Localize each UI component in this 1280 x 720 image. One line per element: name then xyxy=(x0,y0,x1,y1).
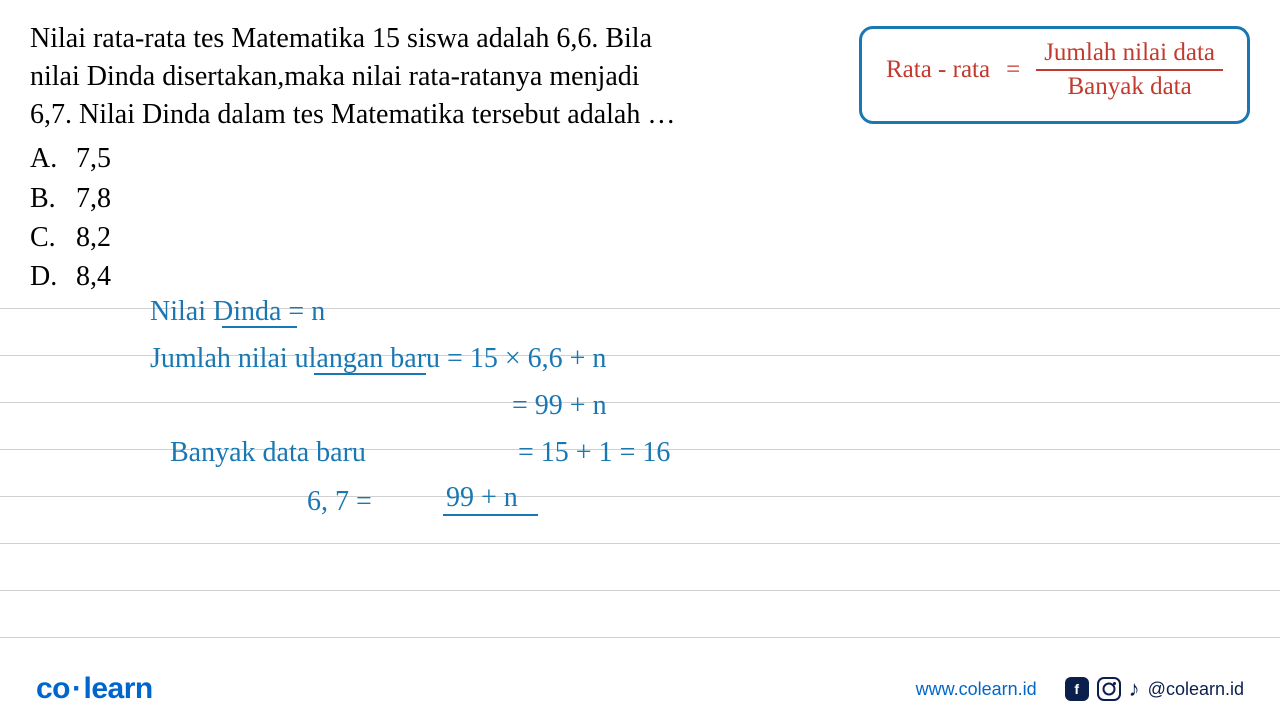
logo-dot: · xyxy=(72,672,82,705)
handwriting-line: Jumlah nilai ulangan baru = 15 × 6,6 + n xyxy=(150,345,606,373)
logo-learn: learn xyxy=(84,672,153,705)
question-text: Nilai rata-rata tes Matematika 15 siswa … xyxy=(30,20,730,133)
question-line-1: Nilai rata-rata tes Matematika 15 siswa … xyxy=(30,20,730,58)
facebook-icon: f xyxy=(1065,677,1089,701)
paper-line xyxy=(0,591,1280,638)
logo-co: co xyxy=(36,672,70,705)
handwriting-line: 6, 7 = xyxy=(307,488,372,516)
option-a: A. 7,5 xyxy=(30,139,1250,178)
instagram-icon xyxy=(1097,677,1121,701)
social-handle: @colearn.id xyxy=(1148,679,1244,700)
formula-box: Rata - rata = Jumlah nilai data Banyak d… xyxy=(859,26,1250,124)
footer-right: www.colearn.id f ♪ @colearn.id xyxy=(916,676,1244,702)
paper-line xyxy=(0,497,1280,544)
footer: co·learn www.colearn.id f ♪ @colearn.id xyxy=(0,658,1280,720)
handwriting-line: = 99 + n xyxy=(512,392,607,420)
formula-fraction: Jumlah nilai data Banyak data xyxy=(1036,39,1223,101)
handwriting-underline xyxy=(222,326,297,328)
option-b: B. 7,8 xyxy=(30,179,1250,218)
formula-label: Rata - rata xyxy=(886,56,990,84)
handwriting-line: 99 + n xyxy=(446,484,518,512)
formula-numerator: Jumlah nilai data xyxy=(1036,39,1223,69)
paper-line xyxy=(0,544,1280,591)
fraction-line xyxy=(443,514,538,516)
social-icons: f ♪ @colearn.id xyxy=(1065,676,1244,702)
option-c: C. 8,2 xyxy=(30,218,1250,257)
formula-equals: = xyxy=(1006,56,1020,84)
website-url: www.colearn.id xyxy=(916,679,1037,700)
formula-denominator: Banyak data xyxy=(1036,69,1223,101)
logo: co·learn xyxy=(36,672,153,706)
handwriting-line: = 15 + 1 = 16 xyxy=(518,439,670,467)
handwriting-line: Banyak data baru xyxy=(170,439,366,467)
tiktok-icon: ♪ xyxy=(1129,676,1140,702)
question-line-3: 6,7. Nilai Dinda dalam tes Matematika te… xyxy=(30,96,730,134)
question-line-2: nilai Dinda disertakan,maka nilai rata-r… xyxy=(30,58,730,96)
handwriting-line: Nilai Dinda = n xyxy=(150,298,325,326)
handwriting-underline xyxy=(314,373,426,375)
